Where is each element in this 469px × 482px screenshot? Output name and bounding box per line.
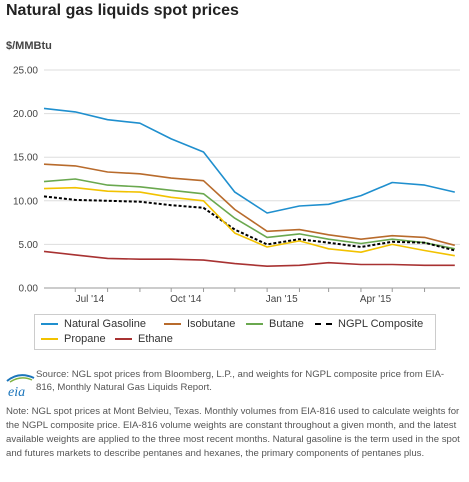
legend-item-propane: Propane: [41, 333, 106, 345]
y-axis-unit-label: $/MMBtu: [6, 40, 52, 52]
y-tick-label: 0.00: [19, 284, 39, 295]
legend-swatch-isobutane: [164, 323, 181, 325]
line-chart: 0.00 5.00 10.00 15.00 20.00 25.00 Jul '14 Oct …: [13, 66, 460, 305]
legend-item-ethane: Ethane: [115, 333, 173, 345]
chart-legend: Natural Gasoline Isobutane Butane NGPL C…: [34, 314, 436, 350]
eia-logo: eia: [6, 374, 35, 400]
note-text: Note: NGL spot prices at Mont Belvieu, T…: [6, 406, 460, 459]
legend-label-natural-gasoline: Natural Gasoline: [64, 318, 146, 330]
y-tick-label: 5.00: [19, 240, 39, 251]
series-line-ethane: [43, 250, 455, 268]
x-tick-label: Jul '14: [76, 294, 105, 305]
legend-swatch-ngpl-composite: [315, 323, 332, 325]
legend-item-ngpl-composite: NGPL Composite: [315, 318, 423, 330]
y-tick-label: 10.00: [13, 196, 38, 207]
x-tick-label: Oct '14: [170, 294, 202, 305]
eia-logo-text: eia: [8, 385, 25, 400]
source-text: Source: NGL spot prices from Bloomberg, …: [36, 369, 445, 393]
series-line-isobutane: [43, 163, 456, 247]
legend-swatch-butane: [246, 323, 263, 325]
y-tick-label: 25.00: [13, 66, 38, 77]
series-line-natural-gasoline: [43, 107, 455, 214]
legend-swatch-propane: [41, 338, 58, 340]
x-tick-label: Jan '15: [266, 294, 298, 305]
legend-label-propane: Propane: [64, 333, 106, 345]
y-tick-label: 15.00: [13, 153, 38, 164]
series-line-ngpl-composite: [43, 195, 456, 252]
legend-label-butane: Butane: [269, 318, 304, 330]
legend-item-butane: Butane: [246, 318, 304, 330]
series-line-butane: [43, 178, 455, 250]
x-tick-label: Apr '15: [360, 294, 392, 305]
series-line-propane: [43, 186, 455, 257]
legend-swatch-natural-gasoline: [41, 323, 58, 325]
legend-item-natural-gasoline: Natural Gasoline: [41, 318, 146, 330]
page-title: Natural gas liquids spot prices: [6, 2, 239, 19]
legend-label-ethane: Ethane: [138, 333, 173, 345]
legend-item-isobutane: Isobutane: [164, 318, 235, 330]
legend-swatch-ethane: [115, 338, 132, 340]
legend-label-ngpl-composite: NGPL Composite: [338, 318, 424, 330]
legend-label-isobutane: Isobutane: [187, 318, 236, 330]
y-tick-label: 20.00: [13, 109, 38, 120]
